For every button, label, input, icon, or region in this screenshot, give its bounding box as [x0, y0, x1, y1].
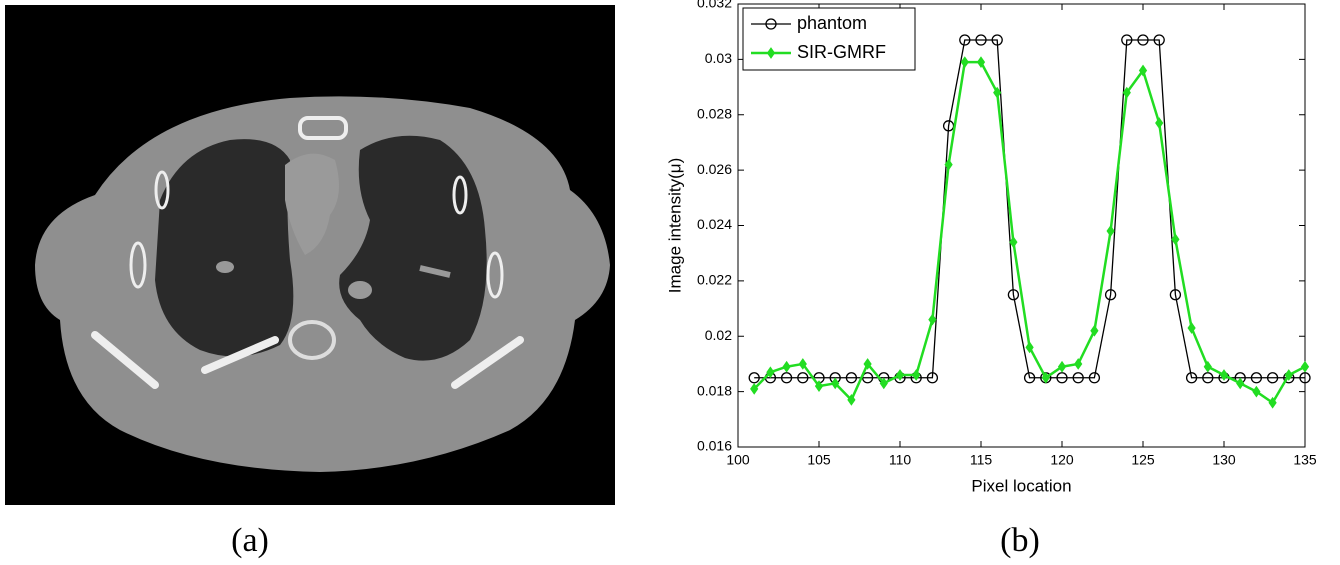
marker: [1153, 34, 1165, 46]
y-tick-label: 0.032: [697, 0, 732, 11]
marker: [960, 56, 969, 69]
marker: [847, 394, 856, 406]
marker: [766, 366, 775, 379]
marker: [1025, 341, 1034, 354]
x-tick-label: 130: [1212, 452, 1236, 468]
y-tick-label: 0.02: [705, 327, 732, 343]
legend-label: SIR-GMRF: [797, 42, 886, 62]
marker: [831, 377, 840, 390]
marker: [765, 18, 777, 30]
marker: [1299, 372, 1311, 384]
marker: [1007, 289, 1020, 301]
panel-label: (a): [231, 522, 269, 559]
ct-image: [5, 5, 615, 505]
x-tick-label: 135: [1293, 452, 1317, 468]
x-tick-label: 100: [726, 452, 750, 468]
marker: [1137, 34, 1149, 46]
marker: [912, 369, 921, 381]
marker: [1155, 117, 1164, 129]
plot: 0.016 0.018 0.02 0.022 0.024 0.026 0.028 0.03 0.…: [665, 0, 1316, 495]
marker: [863, 358, 872, 370]
y-tick-label: 0.022: [697, 272, 732, 288]
y-axis-label: Image intensity(μ): [665, 158, 684, 293]
marker: [944, 158, 953, 171]
marker: [976, 56, 986, 69]
marker: [1185, 372, 1198, 384]
marker: [975, 34, 987, 46]
x-tick-label: 110: [889, 452, 912, 468]
marker: [1104, 289, 1117, 301]
marker: [797, 372, 809, 384]
y-tick-label: 0.024: [697, 216, 732, 232]
marker: [1074, 358, 1083, 370]
marker: [1057, 360, 1067, 373]
marker: [1122, 86, 1131, 99]
marker: [814, 380, 824, 392]
marker: [1202, 372, 1214, 384]
marker: [1284, 369, 1293, 381]
marker: [782, 360, 791, 373]
marker: [766, 47, 776, 59]
marker: [959, 34, 971, 46]
marker: [1121, 34, 1133, 46]
panel-label: (b): [1000, 522, 1040, 559]
marker: [1236, 377, 1245, 390]
marker: [798, 358, 807, 370]
marker: [1041, 371, 1050, 384]
marker: [1056, 372, 1068, 384]
legend-box: [742, 7, 916, 71]
marker: [1023, 372, 1036, 384]
marker: [845, 372, 858, 384]
marker: [1250, 372, 1263, 384]
x-tick-label: 115: [970, 452, 993, 468]
marker: [748, 372, 760, 384]
marker: [1203, 360, 1212, 373]
marker: [928, 313, 937, 326]
marker: [1009, 236, 1018, 248]
marker: [1268, 396, 1277, 409]
x-tick-label: 105: [807, 452, 831, 468]
marker: [895, 369, 905, 381]
marker: [1088, 372, 1101, 384]
y-tick-label: 0.018: [697, 382, 732, 398]
marker: [1090, 324, 1099, 337]
marker: [1106, 225, 1115, 237]
marker: [1219, 369, 1229, 381]
marker: [1169, 289, 1182, 301]
marker: [926, 372, 939, 384]
x-axis-label: Pixel location: [971, 476, 1071, 495]
marker: [993, 86, 1002, 99]
marker: [1138, 64, 1148, 77]
marker: [1171, 233, 1180, 246]
y-tick-label: 0.016: [697, 438, 732, 454]
marker: [1252, 385, 1261, 398]
marker: [879, 377, 888, 390]
y-tick-label: 0.03: [705, 50, 732, 66]
legend-label: phantom: [797, 13, 867, 33]
x-tick-label: 120: [1050, 452, 1074, 468]
y-tick-label: 0.028: [697, 105, 732, 121]
marker: [1266, 372, 1279, 384]
marker: [750, 382, 759, 395]
y-tick-label: 0.026: [697, 161, 732, 177]
marker: [1300, 360, 1310, 373]
marker: [1187, 322, 1196, 334]
marker: [1072, 372, 1084, 384]
marker: [780, 372, 793, 384]
marker: [991, 34, 1003, 46]
x-tick-label: 125: [1131, 452, 1155, 468]
